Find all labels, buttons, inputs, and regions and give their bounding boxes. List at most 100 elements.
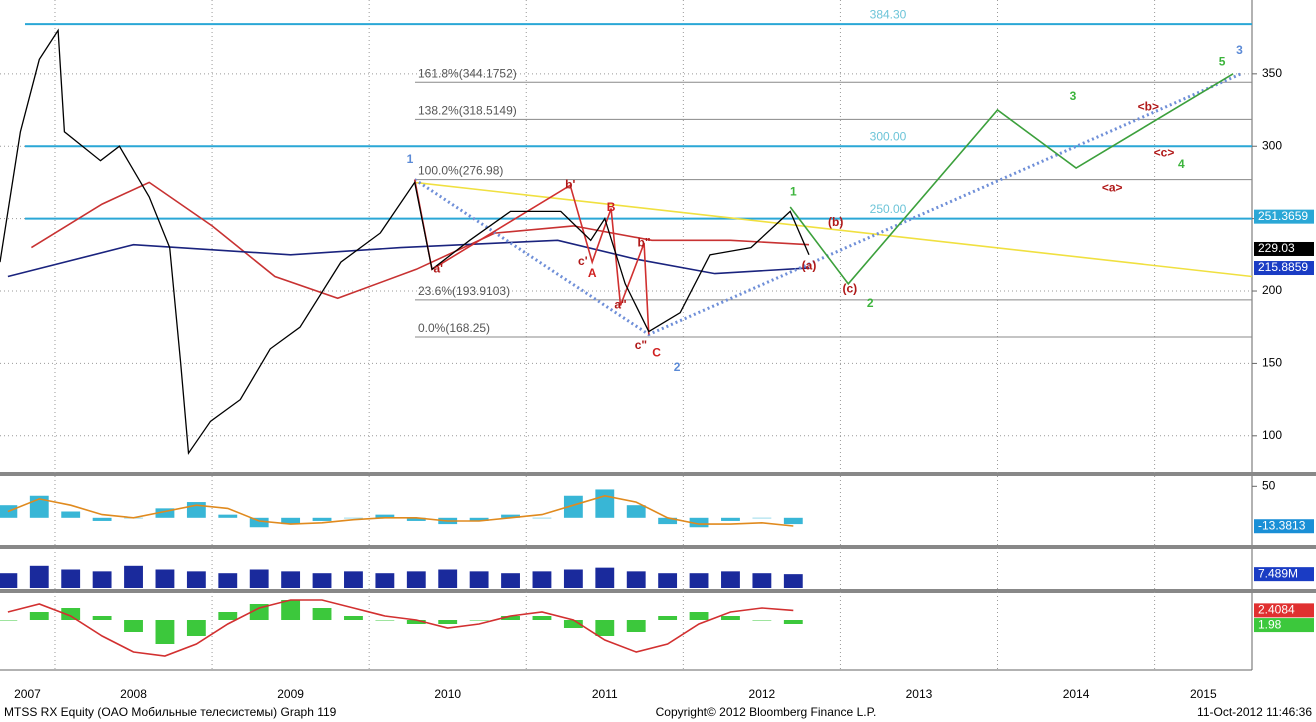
wave-label: C [652, 345, 661, 359]
y-tick-label: 200 [1262, 283, 1282, 297]
bar [344, 517, 363, 519]
wave-label: (c) [843, 282, 858, 296]
bar [689, 573, 709, 588]
bar [532, 616, 552, 620]
overlay-line [789, 73, 1234, 286]
bar [92, 616, 112, 620]
bar [501, 514, 520, 518]
bar [218, 514, 238, 518]
wave-label: a' [434, 261, 444, 275]
bar [92, 517, 112, 521]
bar [501, 573, 520, 588]
price-tag: -13.3813 [1258, 518, 1306, 532]
separator [0, 589, 1316, 593]
level-label: 250.00 [870, 202, 907, 216]
wave-label: 4 [1178, 157, 1185, 171]
bar [721, 517, 740, 521]
footer-center: Copyright© 2012 Bloomberg Finance L.P. [656, 705, 877, 719]
bar [752, 573, 772, 588]
bar [0, 573, 18, 588]
overlay-line [30, 181, 810, 300]
bar [155, 569, 175, 588]
bar [124, 620, 143, 632]
price-tag: 1.98 [1258, 617, 1282, 631]
bar [61, 511, 81, 518]
bar [689, 517, 709, 528]
x-tick-label: 2007 [14, 687, 41, 701]
wave-label: b' [565, 177, 575, 191]
bar [375, 573, 395, 588]
wave-label: a" [614, 298, 626, 312]
wave-label: <b> [1138, 99, 1159, 113]
bar [721, 571, 740, 588]
bar [92, 571, 112, 588]
price-tag: 7.489M [1258, 566, 1298, 580]
x-tick-label: 2011 [592, 687, 618, 701]
bar [658, 573, 678, 588]
bar [752, 517, 772, 519]
x-tick-label: 2012 [749, 687, 776, 701]
bar [752, 620, 772, 621]
bar [281, 600, 301, 620]
x-tick-label: 2010 [434, 687, 461, 701]
separator [0, 545, 1316, 549]
wave-label: 2 [867, 296, 874, 310]
bar [312, 608, 332, 620]
y-tick-label: 300 [1262, 138, 1282, 152]
fib-label: 23.6%(193.9103) [418, 284, 510, 298]
x-tick-label: 2014 [1063, 687, 1090, 701]
bar [658, 517, 678, 525]
bar [312, 517, 332, 521]
footer-left: MTSS RX Equity (OAO Мобильные телесистем… [4, 705, 337, 719]
bar [218, 612, 238, 620]
wave-label: c" [635, 338, 647, 352]
fib-label: 138.2%(318.5149) [418, 104, 517, 118]
bar [406, 517, 426, 521]
level-label: 384.30 [870, 7, 907, 21]
bar [61, 608, 81, 620]
bar [29, 565, 49, 588]
fib-label: 0.0%(168.25) [418, 321, 490, 335]
bar [563, 569, 583, 588]
y-tick-label: 100 [1262, 428, 1282, 442]
bar [155, 508, 175, 518]
wave-label: 5 [1219, 54, 1226, 68]
bar [375, 620, 395, 621]
bar [626, 620, 646, 632]
footer-right: 11-Oct-2012 11:46:36 [1197, 705, 1312, 719]
wave-label: 1 [790, 185, 797, 199]
bar [218, 573, 238, 588]
wave-label: A [588, 266, 597, 280]
bar [501, 616, 520, 620]
separator [0, 472, 1316, 476]
bar [406, 571, 426, 588]
bar [186, 620, 206, 636]
wave-label: (b) [828, 215, 843, 229]
y-tick-label: 350 [1262, 66, 1282, 80]
y-tick-label: 150 [1262, 356, 1282, 370]
bar [155, 620, 175, 644]
bar [124, 565, 143, 588]
bar [532, 571, 552, 588]
x-tick-label: 2008 [120, 687, 147, 701]
bar [783, 574, 803, 588]
wave-label: <a> [1102, 180, 1123, 194]
bar [469, 571, 489, 588]
price-tag-box [1254, 241, 1314, 256]
bar [721, 616, 740, 620]
overlay-line [414, 181, 1253, 278]
bar [61, 569, 81, 588]
price-tag-box [1254, 603, 1314, 618]
price-tag-box [1254, 261, 1314, 276]
bar [249, 569, 269, 588]
bar [186, 571, 206, 588]
bar [344, 616, 363, 620]
bar [281, 571, 301, 588]
wave-label: 3 [1236, 43, 1243, 57]
x-tick-label: 2013 [906, 687, 933, 701]
price-tag-box [1254, 567, 1314, 582]
wave-label: B [607, 200, 616, 214]
bar [626, 571, 646, 588]
price-tag-box [1254, 618, 1314, 633]
